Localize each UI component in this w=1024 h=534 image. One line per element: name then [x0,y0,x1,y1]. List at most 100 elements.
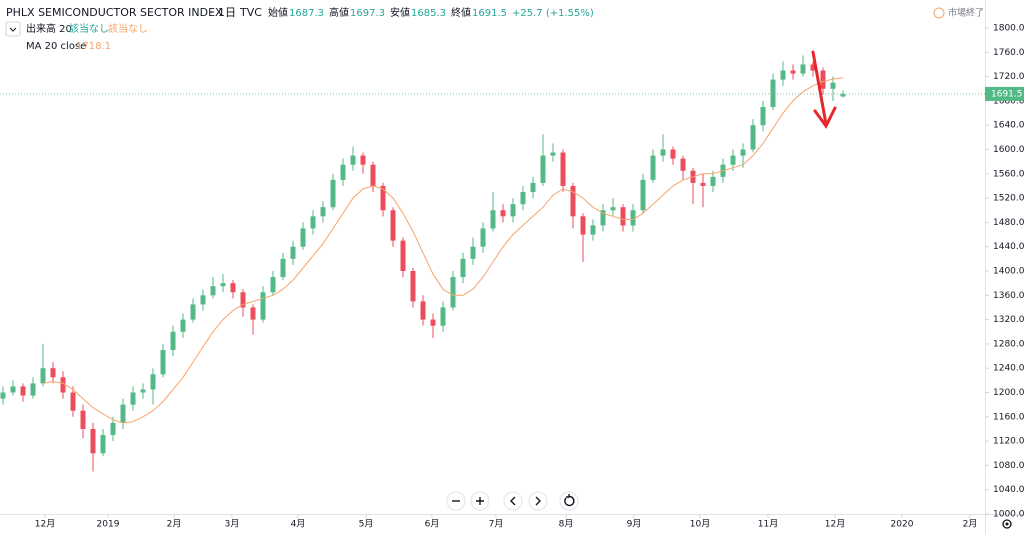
y-tick-label: 1000.0 [993,510,1024,520]
y-tick-label: 1760.0 [993,48,1024,58]
candle-body [460,258,466,278]
x-tick-label: 12月 [35,519,55,530]
last-price-label: 1691.5 [991,89,1023,99]
ma-value: 1718.1 [76,41,111,52]
last-price-tag [985,86,1024,101]
candle-body [780,70,786,80]
candle-body [80,410,86,429]
ohlc-value: 1687.3 [289,8,324,19]
candle-body [490,210,496,229]
candle-body [510,204,516,217]
candle-body [340,164,346,180]
ohlc-value: 1691.5 [472,8,507,19]
volume-value: 該当なし [69,22,109,35]
ohlc-label: 始値 [268,6,288,19]
y-tick-label: 1240.0 [993,364,1024,374]
y-tick-label: 1040.0 [993,485,1024,495]
candle-body [40,368,46,384]
candle-body [100,435,106,454]
y-tick-label: 1600.0 [993,145,1024,155]
candle-body [600,210,606,226]
x-tick-label: 11月 [758,519,778,530]
candle-body [540,155,546,183]
market-status: 市場終了 [948,7,984,19]
candle-body [50,368,56,378]
x-tick-label: 7月 [489,519,504,530]
ohlc-label: 終値 [451,6,471,19]
candle-body [840,93,846,97]
candle-body [140,389,146,393]
candle-body [440,307,446,326]
y-tick-label: 1560.0 [993,169,1024,179]
x-tick-label: 2019 [97,520,120,530]
settings-button[interactable] [1002,519,1012,529]
candle-body [400,240,406,271]
scroll-right-button[interactable] [528,491,548,511]
candle-body [580,216,586,235]
candle-body [240,292,246,308]
candle-body [180,319,186,332]
candle-body [380,185,386,211]
candle-body [570,185,576,217]
arrow-head [813,106,837,129]
y-tick-label: 1800.0 [993,24,1024,34]
candle-body [300,228,306,247]
candle-body [120,404,126,423]
candle-body [370,164,376,186]
candle-body [520,192,526,205]
x-tick-label: 2月 [963,519,978,530]
ohlc-value: 1685.3 [411,8,446,19]
y-tick-label: 1680.0 [993,96,1024,106]
interval: 1日 [218,6,236,19]
x-tick-label: 8月 [559,519,574,530]
candle-body [290,246,296,259]
zoom-in-button[interactable] [470,491,490,511]
candle-body [360,155,366,165]
x-tick-label: 6月 [425,519,440,530]
candle-body [310,216,316,229]
separator: · [210,6,214,19]
y-tick-label: 1080.0 [993,461,1024,471]
ohlc-label: 高値 [329,6,349,19]
candle-body [170,331,176,350]
chart-title: PHLX SEMICONDUCTOR SECTOR INDEX [6,6,223,19]
separator: · [232,6,236,19]
candle-body [330,179,336,208]
candle-body [590,225,596,235]
candle-body [790,70,796,74]
y-tick-label: 1480.0 [993,218,1024,228]
candle-body [750,125,756,150]
candle-body [630,210,636,226]
candle-body [550,152,556,156]
volume-value: 該当なし [108,22,148,35]
candle-body [680,158,686,171]
scroll-left-button[interactable] [503,491,523,511]
candle-body [640,179,646,211]
x-tick-label: 12月 [825,519,845,530]
candle-body [280,258,286,278]
candle-body [230,283,236,293]
x-tick-label: 5月 [359,519,374,530]
candle-body [320,207,326,217]
x-tick-label: 9月 [627,519,642,530]
ohlc-value: 1697.3 [350,8,385,19]
ma-label: MA 20 close [26,41,86,52]
candle-body [830,82,836,89]
volume-label: 出来高 20 [26,22,72,35]
ohlc-label: 安値 [390,6,410,19]
candle-body [90,428,96,454]
candle-body [430,319,436,326]
zoom-out-button[interactable] [446,491,466,511]
collapse-button[interactable] [5,21,21,37]
y-tick-label: 1320.0 [993,315,1024,325]
candle-body [670,149,676,159]
reset-button[interactable] [559,491,579,511]
toolbar [446,491,579,511]
x-tick-label: 4月 [291,519,306,530]
candle-body [470,246,476,259]
y-tick-label: 1440.0 [993,242,1024,252]
candle-body [220,283,226,287]
candle-body [10,386,16,393]
candle-body [110,422,116,436]
